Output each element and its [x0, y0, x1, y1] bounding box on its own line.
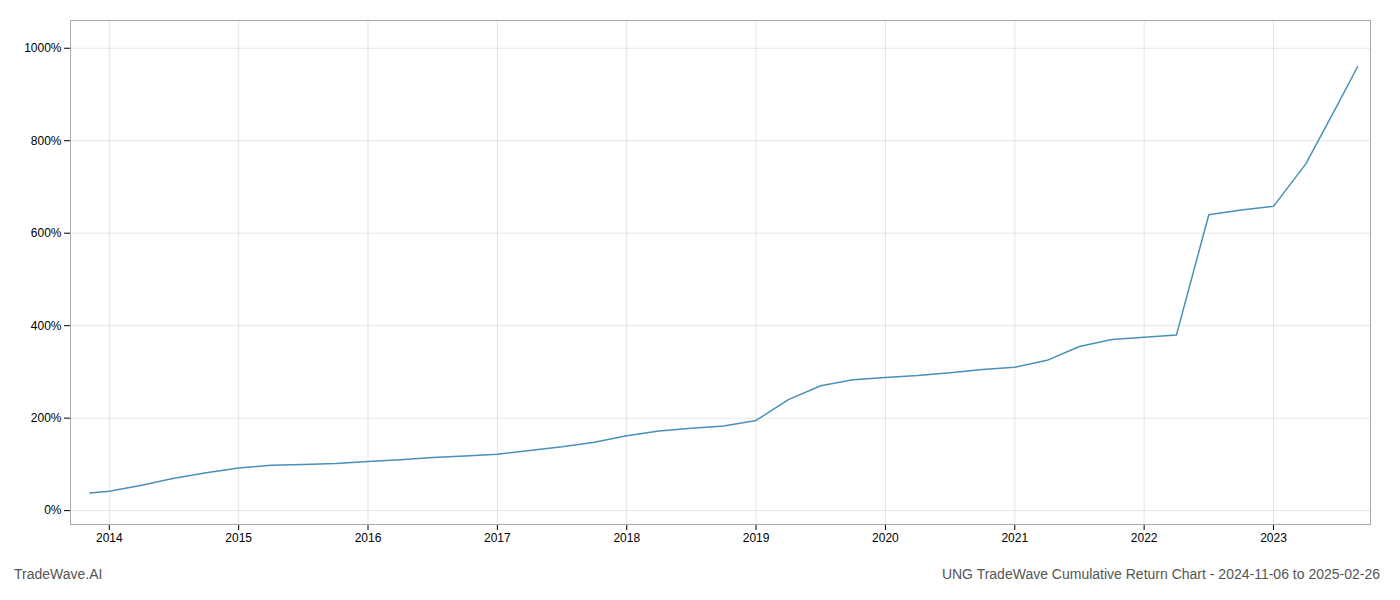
svg-text:2022: 2022: [1131, 531, 1158, 545]
svg-text:2016: 2016: [355, 531, 382, 545]
svg-text:600%: 600%: [31, 226, 62, 240]
svg-text:800%: 800%: [31, 134, 62, 148]
svg-text:2019: 2019: [743, 531, 770, 545]
svg-text:2014: 2014: [96, 531, 123, 545]
svg-text:400%: 400%: [31, 319, 62, 333]
svg-text:2020: 2020: [872, 531, 899, 545]
svg-text:2021: 2021: [1001, 531, 1028, 545]
svg-text:2018: 2018: [613, 531, 640, 545]
svg-text:2017: 2017: [484, 531, 511, 545]
svg-text:2023: 2023: [1260, 531, 1287, 545]
html-text:TradeWave.AI: TradeWave.AI: [14, 566, 103, 582]
svg-text:2015: 2015: [225, 531, 252, 545]
html-text:UNG TradeWave Cumulative Retur: UNG TradeWave Cumulative Return Chart - …: [941, 566, 1380, 582]
svg-text:200%: 200%: [31, 411, 62, 425]
svg-text:1000%: 1000%: [24, 41, 62, 55]
svg-text:0%: 0%: [44, 503, 62, 517]
